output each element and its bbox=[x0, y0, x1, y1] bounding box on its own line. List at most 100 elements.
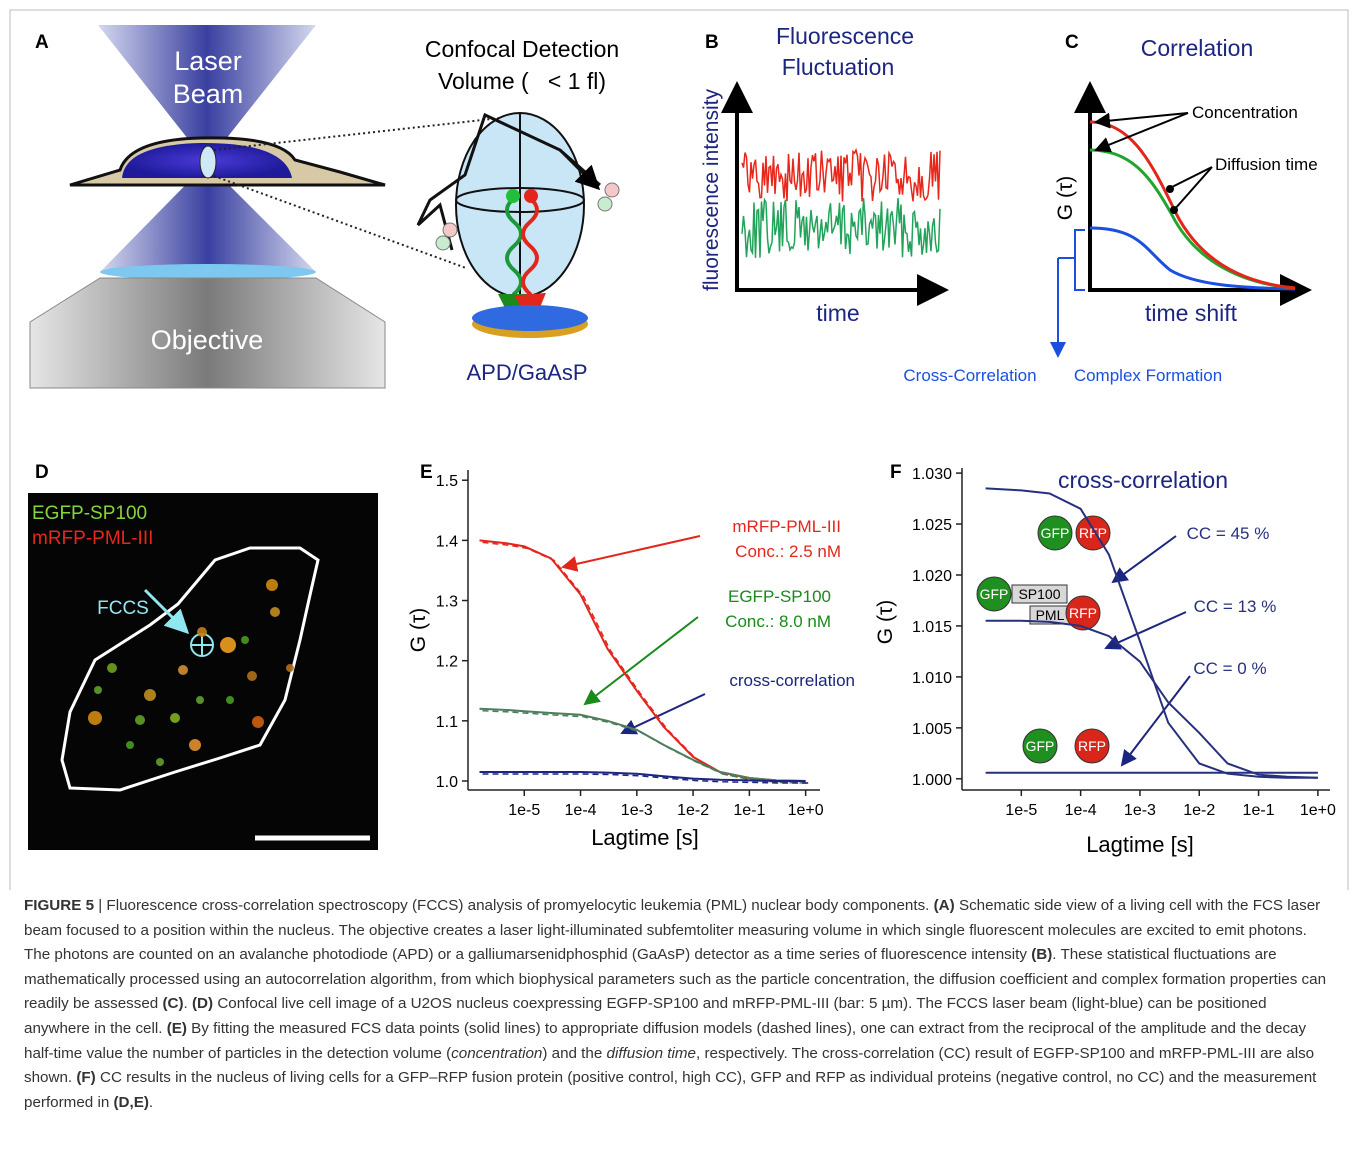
series-label: CC = 0 % bbox=[1193, 659, 1266, 678]
spot bbox=[270, 607, 280, 617]
molecule bbox=[443, 223, 457, 237]
spot bbox=[241, 636, 249, 644]
arrow bbox=[1113, 536, 1176, 582]
panel-c: C Correlation Concentration Diffusion ti… bbox=[903, 32, 1317, 385]
pointer bbox=[1170, 167, 1212, 188]
panel-letter: D bbox=[35, 462, 49, 483]
y-tick-label: 1.010 bbox=[912, 670, 952, 687]
panel-letter: C bbox=[1065, 32, 1079, 53]
arrow bbox=[585, 617, 698, 704]
y-axis-label: G (τ) bbox=[407, 608, 430, 652]
spot bbox=[107, 663, 117, 673]
spot bbox=[178, 665, 188, 675]
label: Complex Formation bbox=[1074, 366, 1222, 385]
label: FCCS bbox=[97, 598, 149, 619]
y-tick-label: 1.020 bbox=[912, 568, 952, 585]
focus-volume bbox=[200, 146, 216, 178]
axis-label: G (τ) bbox=[1054, 176, 1077, 220]
x-tick-label: 1e-5 bbox=[508, 802, 540, 819]
label: Beam bbox=[173, 79, 244, 109]
y-tick-label: 1.4 bbox=[436, 533, 458, 550]
caption-text: diffusion time bbox=[607, 1045, 696, 1062]
molecule bbox=[436, 236, 450, 250]
caption-text: concentration bbox=[451, 1045, 542, 1062]
title: Correlation bbox=[1141, 35, 1254, 61]
x-tick-label: 1e-2 bbox=[677, 802, 709, 819]
protein-label: RFP bbox=[1069, 605, 1097, 621]
label: Diffusion time bbox=[1215, 155, 1318, 174]
y-tick-label: 1.0 bbox=[436, 774, 458, 791]
caption-text: (E) bbox=[167, 1020, 187, 1037]
caption: FIGURE 5 | Fluorescence cross-correlatio… bbox=[24, 894, 1336, 1115]
spot bbox=[197, 627, 207, 637]
panel-letter: B bbox=[705, 32, 719, 53]
x-tick-label: 1e-1 bbox=[733, 802, 765, 819]
panel-letter: F bbox=[890, 462, 902, 483]
panel-b: B Fluorescence Fluctuation fluorescence … bbox=[700, 23, 945, 326]
y-tick-label: 1.1 bbox=[436, 714, 458, 731]
caption-text: | Fluorescence cross-correlation spectro… bbox=[94, 897, 934, 914]
spot bbox=[170, 713, 180, 723]
spot bbox=[196, 696, 204, 704]
y-tick-label: 1.025 bbox=[912, 517, 952, 534]
x-tick-label: 1e+0 bbox=[1300, 802, 1336, 819]
figure: A Laser Beam Objective Confocal Detectio… bbox=[0, 0, 1358, 890]
axis-label: time shift bbox=[1145, 300, 1238, 326]
title: Fluctuation bbox=[782, 54, 895, 80]
spot bbox=[88, 711, 102, 725]
domain-label: SP100 bbox=[1018, 586, 1060, 602]
dot bbox=[1170, 206, 1178, 214]
panel-letter: A bbox=[35, 32, 49, 53]
molecule bbox=[598, 197, 612, 211]
series-label: CC = 13 % bbox=[1194, 597, 1277, 616]
label: Concentration bbox=[1192, 103, 1298, 122]
molecule bbox=[605, 183, 619, 197]
label: APD/GaAsP bbox=[466, 360, 587, 385]
spot bbox=[247, 671, 257, 681]
x-tick-label: 1e-2 bbox=[1183, 802, 1215, 819]
dot bbox=[1166, 185, 1174, 193]
x-axis-label: Lagtime [s] bbox=[591, 825, 699, 850]
x-tick-label: 1e-5 bbox=[1005, 802, 1037, 819]
spot bbox=[144, 689, 156, 701]
caption-text: (A) bbox=[934, 897, 955, 914]
molecule bbox=[524, 189, 538, 203]
series-annotation: Conc.: 8.0 nM bbox=[725, 612, 831, 631]
y-axis-label: G (τ) bbox=[874, 600, 897, 644]
label: Objective bbox=[151, 325, 264, 355]
protein-label: GFP bbox=[980, 586, 1009, 602]
y-tick-label: 1.015 bbox=[912, 619, 952, 636]
noise-trace bbox=[742, 150, 940, 202]
y-tick-label: 1.2 bbox=[436, 654, 458, 671]
spot bbox=[135, 715, 145, 725]
series-label: EGFP-SP100 bbox=[728, 587, 831, 606]
label: mRFP-PML-III bbox=[32, 528, 153, 549]
label: EGFP-SP100 bbox=[32, 503, 147, 524]
x-tick-label: 1e-3 bbox=[1124, 802, 1156, 819]
x-axis-label: Lagtime [s] bbox=[1086, 832, 1194, 857]
series-label: cross-correlation bbox=[729, 671, 855, 690]
y-tick-label: 1.000 bbox=[912, 772, 952, 789]
panel-d: D EGFP-SP100 mRFP-PML-III FCCS bbox=[28, 462, 378, 850]
molecule bbox=[506, 189, 520, 203]
label: Laser bbox=[174, 46, 242, 76]
series-line bbox=[480, 709, 806, 781]
spot bbox=[286, 664, 294, 672]
y-tick-label: 1.005 bbox=[912, 721, 952, 738]
bracket bbox=[1058, 230, 1085, 290]
detector bbox=[472, 305, 588, 331]
spot bbox=[126, 741, 134, 749]
arrow bbox=[1096, 113, 1188, 150]
noise-trace bbox=[742, 198, 940, 258]
title: Fluorescence bbox=[776, 23, 914, 49]
label: Volume ( < 1 fl) bbox=[438, 68, 606, 94]
axis-label: time bbox=[816, 300, 859, 326]
x-tick-label: 1e-3 bbox=[621, 802, 653, 819]
x-tick-label: 1e-1 bbox=[1243, 802, 1275, 819]
protein-label: RFP bbox=[1078, 738, 1106, 754]
spot bbox=[226, 696, 234, 704]
series-annotation: Conc.: 2.5 nM bbox=[735, 542, 841, 561]
spot bbox=[156, 758, 164, 766]
figure-page: A Laser Beam Objective Confocal Detectio… bbox=[0, 0, 1358, 1153]
spot bbox=[266, 579, 278, 591]
